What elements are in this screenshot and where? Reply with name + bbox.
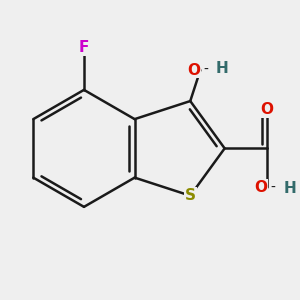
Text: O: O [187,63,200,78]
Text: -: - [204,63,208,77]
Text: H: H [216,61,229,76]
Text: S: S [185,188,196,203]
Text: O: O [254,180,267,195]
Text: -: - [270,180,275,194]
Text: F: F [79,40,89,55]
Text: H: H [284,182,296,196]
Text: O: O [260,102,273,117]
